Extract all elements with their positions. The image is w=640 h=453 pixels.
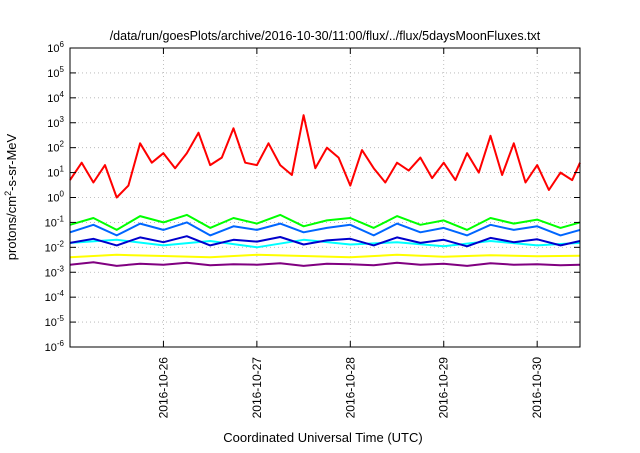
y-tick-exponent: -6	[57, 339, 65, 348]
series-line	[69, 261, 581, 267]
y-axis-label-suffix: -s-sr-MeV	[4, 133, 19, 190]
y-tick-base: 10	[45, 267, 57, 279]
y-tick-exponent: 4	[60, 90, 65, 99]
y-tick-base: 10	[45, 292, 57, 304]
chart-title: /data/run/goesPlots/archive/2016-10-30/1…	[110, 29, 541, 43]
y-tick-exponent: -4	[57, 289, 65, 298]
x-tick-label: 2016-10-30	[530, 357, 544, 419]
y-tick-label: 101	[47, 165, 64, 180]
series-line	[69, 114, 581, 199]
y-tick-label: 104	[47, 90, 64, 105]
y-axis-label-sup: 2	[3, 191, 13, 196]
y-tick-exponent: 6	[60, 40, 65, 49]
y-tick-exponent: -1	[57, 214, 65, 223]
y-tick-label: 103	[47, 115, 64, 130]
y-tick-label: 10-4	[45, 289, 65, 304]
y-tick-label: 106	[47, 40, 64, 55]
y-tick-label: 10-1	[45, 214, 65, 229]
y-tick-exponent: -3	[57, 264, 65, 273]
plot-frame	[69, 47, 581, 348]
series-line	[69, 213, 581, 231]
y-tick-label: 10-6	[45, 339, 65, 354]
y-tick-label: 105	[47, 65, 64, 80]
series-line	[69, 235, 581, 248]
x-axis-label: Coordinated Universal Time (UTC)	[223, 430, 422, 445]
y-tick-base: 10	[45, 342, 57, 354]
y-tick-label: 10-2	[45, 239, 65, 254]
y-tick-base: 10	[45, 317, 57, 329]
y-tick-exponent: -5	[57, 314, 65, 323]
y-tick-exponent: 5	[60, 65, 65, 74]
series-line	[69, 221, 581, 237]
series-line	[69, 238, 581, 249]
x-tick-label: 2016-10-27	[250, 357, 264, 419]
y-tick-base: 10	[47, 143, 59, 155]
y-tick-exponent: 3	[60, 115, 65, 124]
y-tick-base: 10	[47, 168, 59, 180]
y-tick-base: 10	[47, 43, 59, 55]
y-tick-label: 10-3	[45, 264, 65, 279]
series-lines	[69, 114, 581, 267]
y-tick-exponent: 0	[60, 190, 65, 199]
grid-lines	[70, 48, 580, 347]
y-tick-label: 10-5	[45, 314, 65, 329]
y-tick-exponent: -2	[57, 239, 65, 248]
y-tick-base: 10	[47, 193, 59, 205]
y-tick-label: 102	[47, 140, 64, 155]
y-tick-label: 100	[47, 190, 64, 205]
series-line	[69, 253, 581, 259]
x-tick-label: 2016-10-28	[343, 357, 357, 419]
y-tick-base: 10	[47, 68, 59, 80]
y-tick-base: 10	[45, 217, 57, 229]
x-tick-label: 2016-10-29	[437, 357, 451, 419]
y-tick-base: 10	[45, 242, 57, 254]
x-tick-label: 2016-10-26	[156, 357, 170, 419]
y-tick-base: 10	[47, 93, 59, 105]
axes: 10-610-510-410-310-210-11001011021031041…	[45, 40, 581, 419]
y-tick-exponent: 1	[60, 165, 65, 174]
y-axis-label-prefix: protons/cm	[4, 196, 19, 260]
y-tick-base: 10	[47, 118, 59, 130]
y-axis-label: protons/cm2-s-sr-MeV	[3, 133, 19, 260]
y-tick-exponent: 2	[60, 140, 65, 149]
